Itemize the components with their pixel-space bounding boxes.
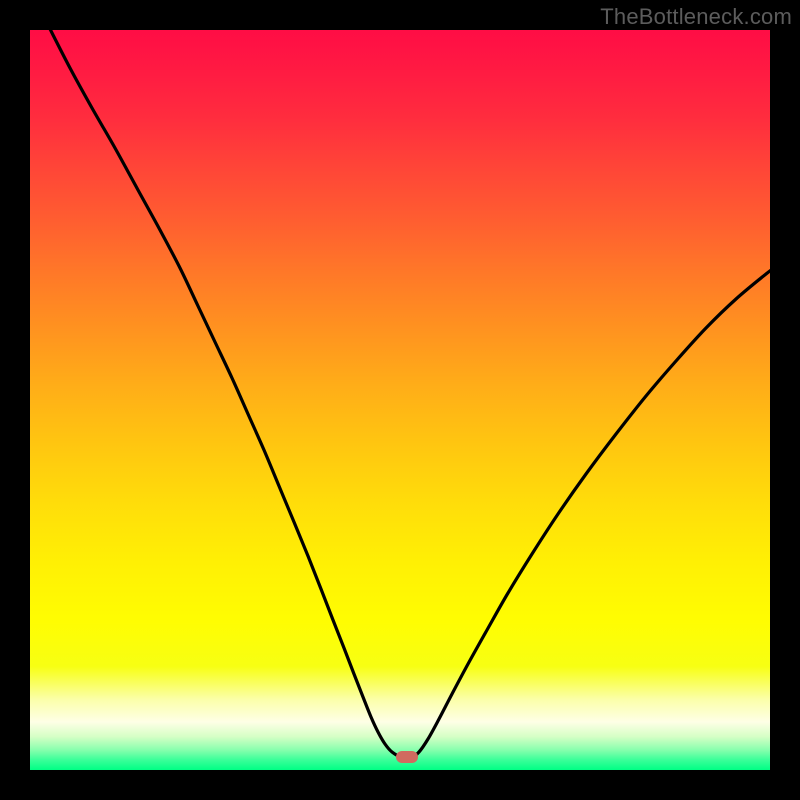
chart-container: TheBottleneck.com <box>0 0 800 800</box>
plot-area <box>30 30 770 770</box>
curve-path <box>48 30 770 759</box>
bottleneck-curve <box>30 30 770 770</box>
watermark-text: TheBottleneck.com <box>600 4 792 30</box>
marker-shape <box>396 751 418 763</box>
optimal-marker <box>396 750 418 768</box>
